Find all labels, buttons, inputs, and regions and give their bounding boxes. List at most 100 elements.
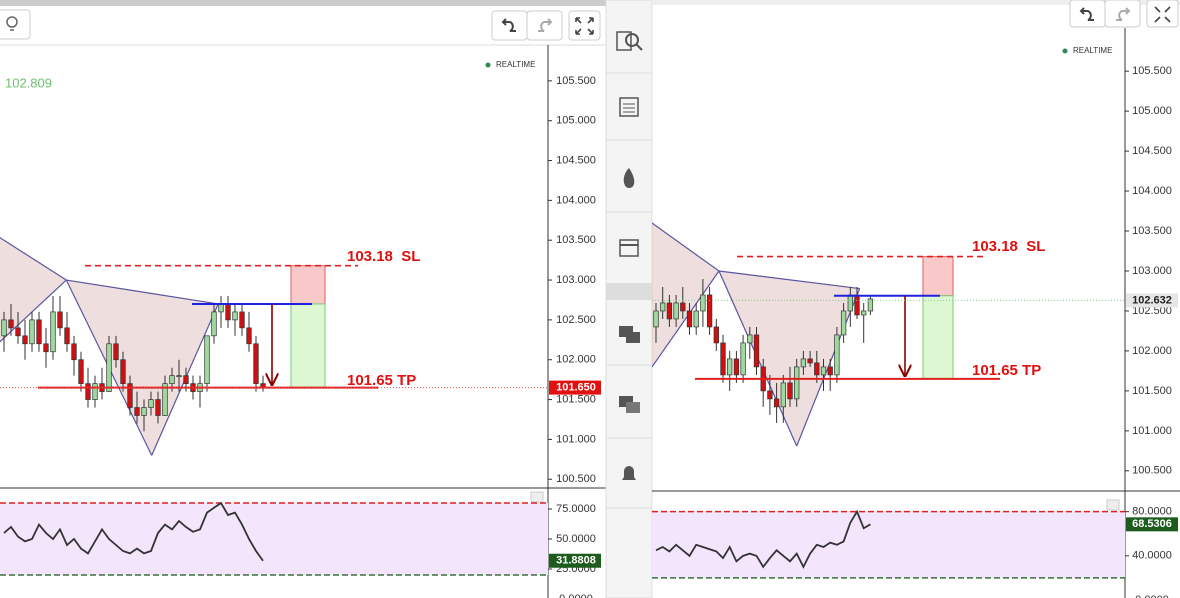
candle-body [753,334,760,368]
candle-body [820,366,827,376]
realtime-label: REALTIME [1073,46,1112,55]
undo-button[interactable] [1069,0,1106,28]
pattern-line [652,222,720,272]
idea-button[interactable] [0,9,31,40]
realtime-dot [485,62,491,68]
candle-body [740,342,746,376]
candle-body [64,327,70,345]
pattern-area [718,270,860,447]
candle-body [827,366,833,376]
candle-body [8,319,14,329]
candle-body [92,383,98,400]
chat2-icon[interactable] [619,396,640,413]
stop-loss-box [290,265,326,305]
candle-body [15,327,21,337]
rsi-tick-label: 40.0000 [1132,550,1172,562]
take-profit-label: 101.65 TP [972,362,1041,379]
y-tick-label: 103.500 [556,234,596,246]
candle-body [106,343,112,392]
undo-button[interactable] [491,10,528,41]
expand-button[interactable] [1146,0,1179,28]
redo-button[interactable] [526,10,563,41]
pane-button[interactable] [530,491,544,503]
candle-body [211,311,217,337]
y-tick-label: 104.500 [556,154,596,166]
candle-body [660,302,666,312]
rsi-band [652,511,1125,578]
candle-body [204,335,210,384]
candle-body [155,399,161,416]
rsi-value-label: 68.5306 [1132,518,1172,530]
candle-body [847,294,853,312]
pattern-area [66,280,219,456]
rsi-band [0,503,548,575]
rsi-line [3,501,264,562]
candle-body [239,311,245,329]
candle-body [727,358,733,376]
candle-body [700,294,706,312]
y-tick-label: 102.500 [1132,305,1172,317]
rsi-pane [0,501,548,576]
rsi-pane [652,509,1125,579]
last-price-label: 102.632 [1132,294,1172,306]
side-separator [606,283,652,300]
candle-body [162,383,168,416]
rsi-tick-label: 75.0000 [556,503,596,515]
take-profit-box [922,295,954,380]
candle-body [867,298,874,312]
pattern-line [718,270,860,290]
candle-body [673,302,679,320]
price-pane [0,236,548,456]
candle-body [141,407,147,416]
rsi-line [655,509,871,569]
y-tick-label: 104.500 [1132,145,1172,157]
candle-body [120,359,126,384]
top-strip [0,0,606,6]
price-value: 102.809 [5,75,52,90]
y-tick-label: 101.000 [556,433,596,445]
rsi-value-box [549,553,601,568]
news-icon[interactable] [619,97,639,117]
hot-icon[interactable] [623,168,635,188]
last-price-box [1126,293,1178,308]
side-dividers [606,72,652,509]
y-tick-label: 100.500 [1132,465,1172,477]
candle-body [686,310,693,328]
candle-body [22,335,28,345]
y-tick-label: 105.000 [1132,105,1172,117]
expand-button[interactable] [568,10,601,41]
last-price-label: 101.650 [556,382,596,394]
pattern-line [652,270,720,368]
rsi-tick-label: 80.0000 [1132,506,1172,518]
candle-body [720,342,726,376]
realtime-dot [1062,48,1068,54]
alert-icon[interactable] [622,466,636,480]
candle-body [232,311,238,321]
candle-body [246,327,252,345]
calendar-icon[interactable] [619,239,639,257]
pattern-line [0,236,67,281]
chat-icon[interactable] [619,326,640,343]
y-tick-label: 104.000 [556,194,596,206]
pattern-area [0,237,67,342]
candle-body [113,343,119,361]
candle-body [85,383,91,400]
y-tick-label: 105.500 [556,75,596,87]
search-icon[interactable] [616,31,643,51]
pane-button[interactable] [1106,499,1120,511]
y-tick-label: 102.000 [1132,345,1172,357]
y-tick-label: 104.000 [1132,185,1172,197]
candle-body [861,310,867,316]
candle-body [666,302,673,320]
candle-body [780,382,786,408]
pattern-line [66,279,219,305]
y-tick-label: 101.500 [556,393,596,405]
candle-body [706,294,713,328]
candle-body [134,407,140,416]
y-tick-label: 105.500 [1132,65,1172,77]
rsi-value-box [1126,517,1178,532]
y-tick-label: 102.000 [556,354,596,366]
redo-button[interactable] [1104,0,1141,28]
candle-body [787,382,793,400]
